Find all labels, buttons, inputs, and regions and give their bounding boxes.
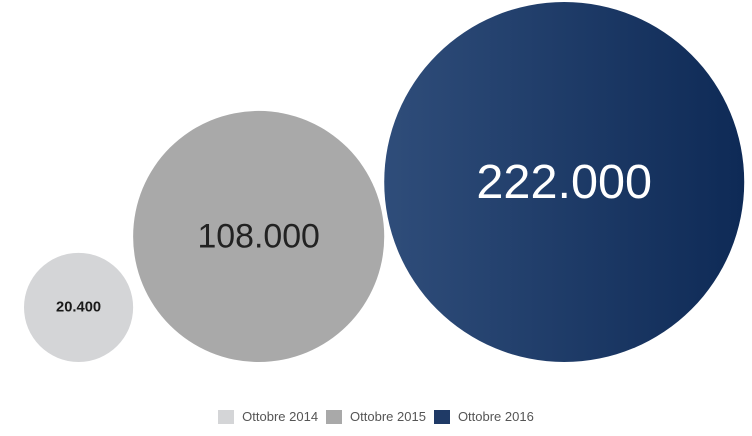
legend-swatch-2014 <box>218 409 235 424</box>
bubble-plot: 20.400 108.000 222.000 <box>23 2 745 363</box>
legend-label-2016: Ottobre 2016 <box>457 409 534 424</box>
legend-item-2014: Ottobre 2014 <box>218 409 318 424</box>
legend-item-2015: Ottobre 2015 <box>326 409 426 424</box>
legend-label-2014: Ottobre 2014 <box>242 409 319 424</box>
bubble-2016 <box>384 2 745 362</box>
legend-swatch-2015 <box>326 409 343 424</box>
bubble-label-2016: 222.000 <box>476 155 652 209</box>
bubble-label-2014: 20.400 <box>56 299 101 315</box>
bubble-2014 <box>23 252 134 362</box>
bubble-2015 <box>133 110 385 363</box>
legend-label-2015: Ottobre 2015 <box>350 409 426 424</box>
legend: Ottobre 2014 Ottobre 2015 Ottobre 2016 <box>0 409 752 424</box>
legend-swatch-2016 <box>433 409 450 424</box>
bubble-label-2015: 108.000 <box>197 217 319 255</box>
legend-item-2016: Ottobre 2016 <box>433 409 534 424</box>
